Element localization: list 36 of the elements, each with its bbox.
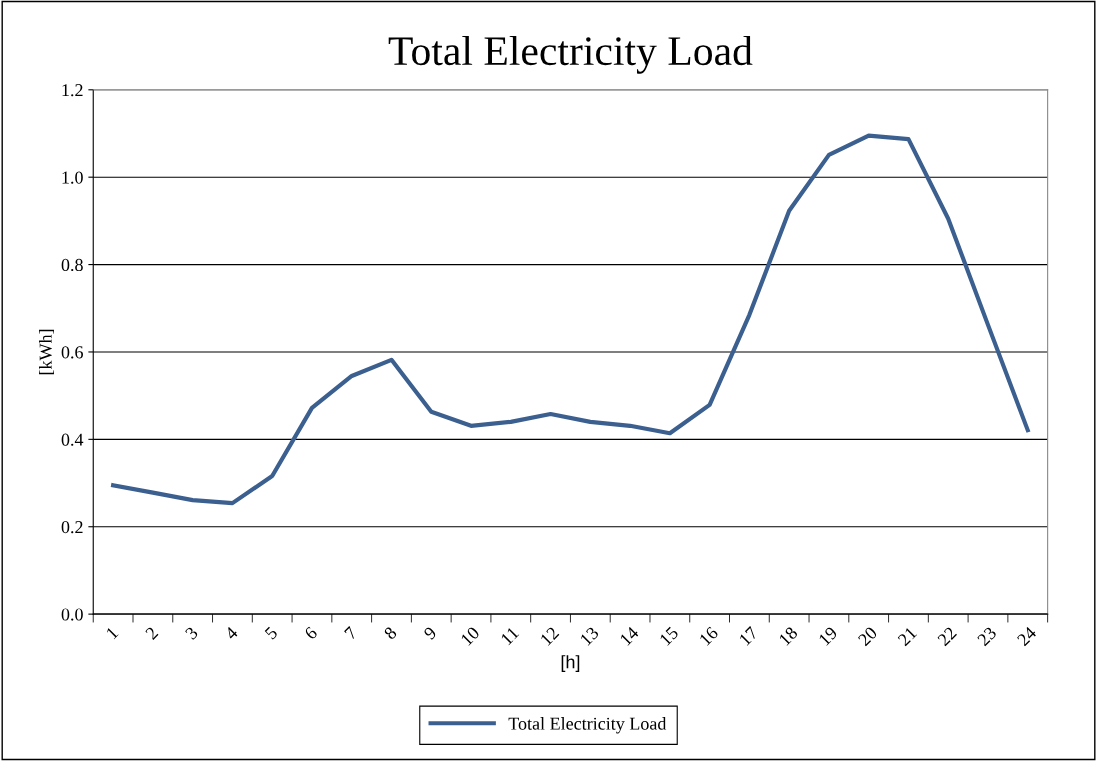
x-tick-label: 16 [698,626,719,646]
x-tick-label: 4 [224,625,239,641]
x-tick-label: 22 [937,626,957,647]
x-tick-label: 12 [539,626,560,646]
x-tick-label: 18 [778,626,799,646]
y-tick-label: 0.4 [61,433,84,446]
chart-title: Total Electricity Load [388,35,753,74]
y-tick-label: 0.2 [61,521,83,534]
x-tick-label: 19 [818,626,838,646]
x-tick-label: 21 [897,626,918,647]
x-tick-label: 24 [1016,625,1038,647]
y-axis-title: [kWh] [39,329,54,375]
x-tick-label: 14 [619,625,640,646]
x-tick-label: 23 [976,626,998,647]
x-tick-label: 7 [344,626,358,640]
x-axis-title: [h] [561,655,580,672]
legend-label: Total Electricity Load [508,717,667,734]
x-tick-label: 9 [423,626,438,641]
x-tick-label: 11 [500,626,520,646]
x-tick-label: 13 [579,626,600,646]
line-series [111,133,1030,506]
y-tick-label: 0.0 [61,608,83,621]
x-tick-label: 3 [184,626,199,640]
x-tick-label: 20 [857,626,878,647]
y-tick-label: 0.8 [61,258,83,272]
y-tick-label: 1.0 [62,171,83,184]
x-tick-label: 15 [659,626,679,646]
x-tick-label: 1 [105,626,119,640]
x-tick-label: 17 [738,626,759,646]
y-tick-label: 1.2 [62,84,83,97]
x-tick-label: 10 [460,626,481,646]
y-tick-label: 0.6 [61,346,83,359]
x-tick-label: 8 [383,626,398,641]
x-tick-label: 6 [303,626,318,641]
x-tick-label: 2 [144,626,159,640]
x-tick-label: 5 [264,626,279,640]
